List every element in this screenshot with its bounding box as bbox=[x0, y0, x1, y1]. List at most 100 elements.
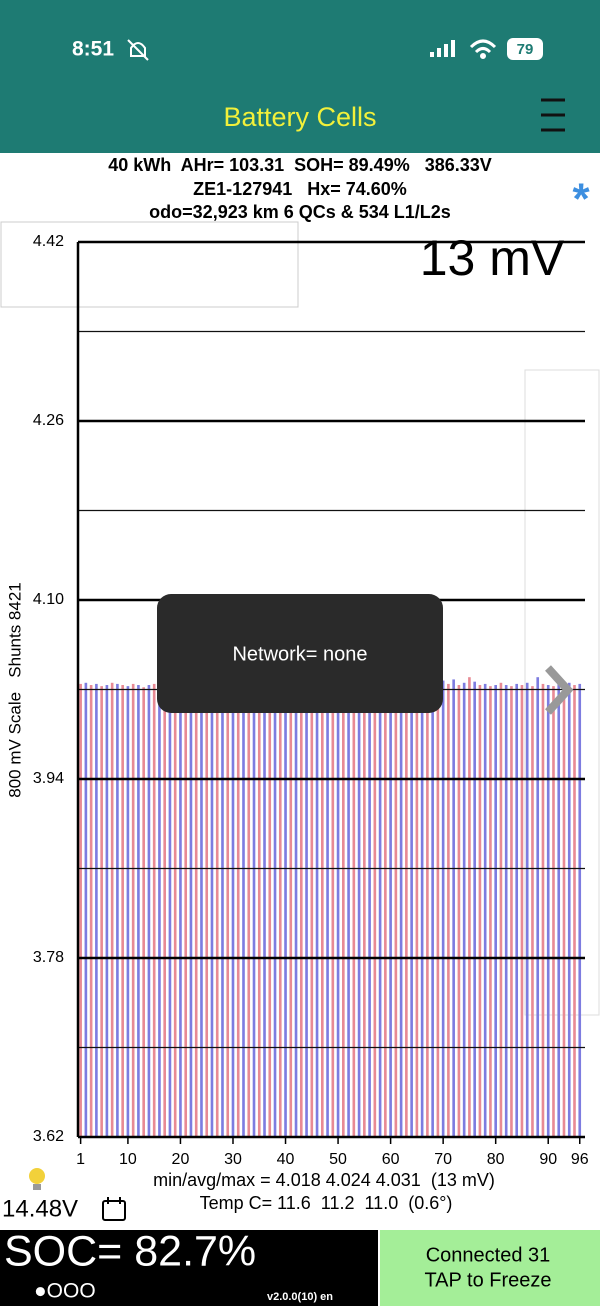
y-tick-label: 4.26 bbox=[33, 412, 64, 429]
cell-bar bbox=[368, 686, 371, 1137]
button-line: Connected 31 bbox=[426, 1244, 551, 1266]
wifi-icon bbox=[469, 39, 497, 59]
bulb-icon bbox=[29, 1168, 45, 1190]
x-tick-label: 1 bbox=[76, 1151, 85, 1168]
toast-text: Network= none bbox=[232, 643, 367, 665]
temp-stats: Temp C= 11.6 11.2 11.0 (0.6°) bbox=[200, 1193, 453, 1213]
cell-bar bbox=[357, 682, 361, 1137]
cell-bar bbox=[147, 685, 151, 1137]
cell-bar bbox=[347, 686, 350, 1137]
cell-bar bbox=[294, 683, 298, 1137]
settings-asterisk[interactable]: * bbox=[572, 175, 590, 224]
cell-bar bbox=[268, 686, 272, 1137]
cell-bar bbox=[299, 685, 303, 1137]
cell-bar bbox=[510, 686, 513, 1137]
calendar-icon[interactable] bbox=[102, 1197, 126, 1221]
next-chevron[interactable] bbox=[545, 665, 574, 715]
page-dots: ●OOO bbox=[34, 1280, 96, 1303]
cell-bar bbox=[142, 687, 145, 1137]
cell-bar bbox=[567, 682, 571, 1137]
y-tick-label: 3.78 bbox=[33, 949, 64, 966]
x-tick-label: 30 bbox=[224, 1151, 242, 1168]
cell-bar bbox=[184, 683, 188, 1137]
cell-bar bbox=[215, 686, 219, 1137]
cell-bar bbox=[126, 686, 130, 1137]
info-line: ZE1-127941 Hx= 74.60% bbox=[193, 179, 407, 199]
version: v2.0.0(10) en bbox=[267, 1291, 333, 1303]
x-tick-label: 10 bbox=[119, 1151, 137, 1168]
y-tick-label: 4.10 bbox=[33, 591, 64, 608]
cell-bar bbox=[552, 686, 555, 1137]
cell-bar bbox=[452, 679, 455, 1137]
menu-button[interactable] bbox=[541, 98, 565, 132]
cell-bar bbox=[578, 683, 582, 1137]
cell-bar bbox=[562, 685, 566, 1137]
battery-level: 79 bbox=[517, 41, 534, 58]
screen-title: Battery Cells bbox=[223, 102, 376, 132]
cell-bar bbox=[89, 685, 93, 1137]
cell-bar bbox=[158, 686, 161, 1137]
soc: SOC= 82.7% bbox=[4, 1227, 256, 1275]
overlay-box bbox=[524, 369, 600, 1016]
cell-bar bbox=[79, 683, 82, 1137]
plot: 3.62 3.78 3.94 4.10 4.26 4.42 1 10 20 30 40 50 60 70 8… bbox=[33, 233, 589, 1168]
cell-bar bbox=[473, 681, 476, 1137]
cell-bar bbox=[363, 685, 366, 1137]
cell-bar bbox=[131, 683, 135, 1137]
cell-bar bbox=[284, 685, 287, 1137]
cell-bar bbox=[494, 685, 497, 1137]
cell-bar bbox=[405, 685, 408, 1137]
overlay-box bbox=[0, 221, 299, 308]
cell-bar bbox=[221, 685, 224, 1137]
cell-bar bbox=[273, 685, 277, 1137]
x-tick-label: 80 bbox=[487, 1151, 505, 1168]
x-tick-label: 60 bbox=[382, 1151, 400, 1168]
cell-bar bbox=[236, 683, 240, 1137]
cell-bar bbox=[315, 683, 319, 1137]
y-axis-label: 800 mV Scale Shunts 8421 bbox=[5, 582, 24, 797]
cell-bar bbox=[320, 686, 324, 1137]
y-tick-label: 3.62 bbox=[33, 1128, 64, 1145]
x-tick-label: 90 bbox=[539, 1151, 557, 1168]
cell-bar bbox=[447, 683, 450, 1137]
cell-bar bbox=[310, 685, 314, 1137]
cell-bar bbox=[342, 683, 345, 1137]
cell-bar bbox=[436, 686, 440, 1137]
cell-bar bbox=[200, 686, 203, 1137]
cell-bar bbox=[410, 682, 413, 1137]
x-tick-label: 20 bbox=[172, 1151, 190, 1168]
cell-bar bbox=[121, 685, 124, 1137]
info-line: odo=32,923 km 6 QCs & 534 L1/L2s bbox=[149, 202, 451, 222]
cell-bar bbox=[205, 685, 209, 1137]
y-tick-label: 4.42 bbox=[33, 233, 64, 250]
cell-bar bbox=[210, 683, 214, 1137]
cell-bar bbox=[573, 685, 576, 1137]
cell-bar bbox=[515, 683, 519, 1137]
cell-bar bbox=[520, 685, 524, 1137]
cell-bar bbox=[326, 685, 329, 1137]
cell-bar bbox=[389, 685, 392, 1137]
cell-bar bbox=[483, 683, 487, 1137]
cell-bar bbox=[189, 685, 193, 1137]
cell-bar bbox=[116, 683, 119, 1137]
x-tick-label: 40 bbox=[277, 1151, 295, 1168]
cell-bar bbox=[100, 686, 103, 1137]
cell-bar bbox=[546, 685, 550, 1137]
freeze-button[interactable] bbox=[380, 1230, 600, 1306]
cell-bar bbox=[84, 682, 88, 1137]
cell-bar bbox=[426, 683, 429, 1137]
cell-bar bbox=[331, 691, 335, 1137]
cell-bar bbox=[179, 686, 182, 1137]
cell-bar bbox=[441, 680, 445, 1137]
cell-bar bbox=[137, 685, 140, 1137]
cell-bar bbox=[336, 685, 340, 1137]
top-bar bbox=[0, 0, 600, 153]
cell-bar bbox=[263, 682, 266, 1137]
cell-bar bbox=[226, 687, 230, 1137]
cell-bar bbox=[305, 687, 308, 1137]
aux-voltage: 14.48V bbox=[2, 1195, 78, 1222]
x-tick-label: 96 bbox=[571, 1151, 589, 1168]
cell-bar bbox=[163, 685, 167, 1137]
cell-bar bbox=[478, 685, 482, 1137]
